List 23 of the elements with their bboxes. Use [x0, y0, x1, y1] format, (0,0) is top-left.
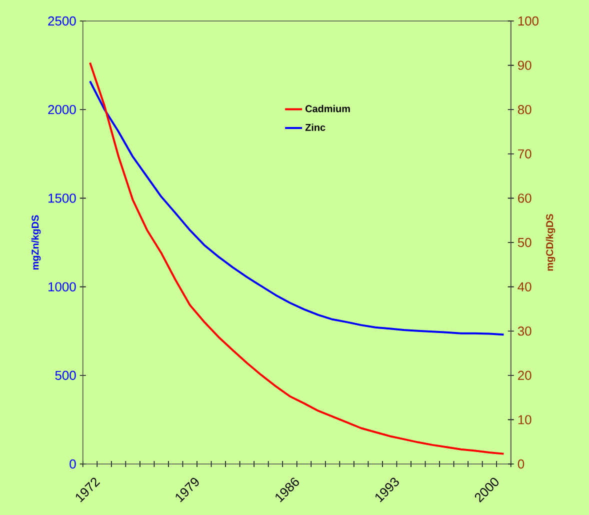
y-tick-label: 1500	[48, 194, 76, 203]
y2-tick-label: 30	[518, 326, 532, 336]
y2-tick-label: 90	[518, 60, 532, 70]
y2-tick-label: 20	[518, 370, 532, 380]
y-tick-label: 0	[70, 459, 76, 469]
y2-tick-label: 50	[518, 238, 532, 248]
y2-tick-label: 10	[518, 415, 532, 424]
y2-tick-label: 70	[518, 149, 532, 158]
line-series	[89, 62, 505, 455]
y2-tick-label: 40	[518, 282, 532, 292]
y-tick-label: 2000	[48, 105, 76, 114]
y2-axis-title: mgCD/kgDS	[546, 214, 556, 271]
y2-tick-label: 80	[518, 105, 532, 114]
legend-label: Zinc	[305, 124, 326, 131]
y-tick-label: 1000	[48, 282, 76, 292]
y2-tick-label: 100	[518, 16, 538, 26]
line-series	[89, 80, 505, 336]
y2-tick-label: 0	[518, 459, 524, 469]
y2-tick-label: 60	[518, 194, 532, 203]
y-axis-title: mgZn/kgDS	[31, 215, 41, 270]
legend-label: Cadmium	[305, 104, 350, 112]
y-tick-label: 500	[55, 370, 76, 380]
y-tick-label: 2500	[48, 16, 76, 26]
